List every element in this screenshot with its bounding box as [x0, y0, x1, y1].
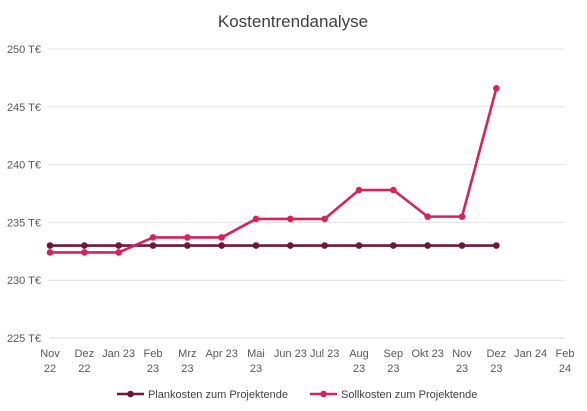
data-point — [46, 242, 54, 249]
data-point — [287, 215, 294, 223]
y-tick-label: 235 T€ — [7, 217, 41, 229]
data-point — [458, 213, 466, 220]
x-tick-label: Mai 23 — [247, 348, 265, 375]
x-tick-label: Jan 24 — [514, 348, 547, 360]
data-point — [81, 242, 88, 249]
y-tick-label: 250 T€ — [7, 44, 41, 56]
data-point — [390, 186, 397, 194]
x-tick-label: Nov 22 — [40, 348, 60, 375]
legend-label: Sollkosten zum Projektende — [341, 389, 477, 401]
x-tick-label: Okt 23 — [411, 348, 443, 360]
data-point — [355, 242, 363, 249]
data-point — [355, 186, 363, 194]
x-tick-label: Nov 23 — [452, 348, 472, 375]
x-tick-label: Sep 23 — [384, 348, 404, 375]
series-line-2 — [50, 87, 498, 254]
legend-marker — [320, 390, 327, 398]
x-tick-label: Aug 23 — [349, 348, 369, 375]
data-point — [46, 249, 54, 256]
data-point — [458, 242, 466, 249]
data-point — [115, 242, 122, 249]
x-tick-label: Jun 23 — [274, 348, 307, 360]
y-tick-label: 225 T€ — [7, 333, 41, 345]
legend-label: Plankosten zum Projektende — [148, 389, 288, 401]
data-point — [184, 234, 191, 241]
y-tick-label: 230 T€ — [7, 275, 41, 287]
x-tick-label: Apr 23 — [205, 348, 237, 360]
data-point — [218, 234, 225, 241]
data-point — [115, 249, 122, 256]
x-axis-tick-labels: Nov 22 Dez 22 Jan 23 Feb 23 Mrz 23 Apr 23 Mai 23 Jun… — [40, 348, 574, 375]
data-point — [424, 242, 431, 249]
data-point — [493, 85, 500, 92]
x-tick-label: Jul 23 — [310, 348, 339, 360]
data-point — [81, 249, 88, 256]
gridlines — [48, 48, 565, 281]
data-point — [184, 242, 191, 249]
data-point — [149, 242, 157, 249]
data-point — [424, 213, 431, 220]
series-group — [46, 85, 500, 256]
legend: Plankosten zum Projektende Sollkosten zum… — [117, 389, 477, 401]
data-point — [287, 242, 294, 249]
y-tick-label: 240 T€ — [7, 160, 41, 172]
data-point — [321, 215, 328, 223]
y-axis-tick-labels: 225 T€ 230 T€ 235 T€ 240 T€ 245 T€ 250 T€ — [7, 44, 41, 345]
data-point — [149, 234, 157, 241]
data-point — [252, 242, 260, 249]
legend-marker — [127, 390, 134, 398]
data-point — [390, 242, 397, 249]
x-tick-label: Dez 23 — [487, 348, 507, 375]
chart-title: Kostentrendanalyse — [218, 12, 368, 31]
data-point — [218, 242, 225, 249]
x-tick-label: Feb 24 — [556, 348, 575, 375]
data-point — [252, 215, 260, 223]
data-point — [321, 242, 328, 249]
x-tick-label: Feb 23 — [144, 348, 163, 375]
y-tick-label: 245 T€ — [7, 102, 41, 114]
x-tick-label: Dez 22 — [75, 348, 95, 375]
x-tick-label: Jan 23 — [102, 348, 135, 360]
data-point — [493, 242, 500, 249]
x-tick-label: Mrz 23 — [178, 348, 196, 375]
